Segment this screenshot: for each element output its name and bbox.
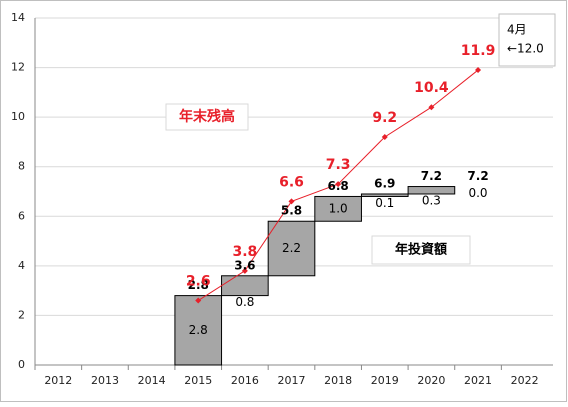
increment-label: 0.0 <box>468 186 487 200</box>
balance-marker <box>428 104 435 111</box>
x-tick-label: 2012 <box>44 374 72 387</box>
x-tick-label: 2019 <box>371 374 399 387</box>
balance-label: 7.3 <box>326 157 351 173</box>
x-tick-label: 2021 <box>464 374 492 387</box>
bars <box>174 186 456 366</box>
x-tick-label: 2014 <box>138 374 166 387</box>
total-label: 6.9 <box>374 176 395 190</box>
x-tick-label: 2022 <box>511 374 539 387</box>
total-label: 7.2 <box>467 169 488 183</box>
balance-label: 3.8 <box>232 244 257 260</box>
increment-label: 0.1 <box>375 196 394 210</box>
increment-label: 0.3 <box>422 193 441 207</box>
total-label: 2.8 <box>188 278 209 292</box>
y-tick-label: 2 <box>18 308 25 321</box>
y-tick-label: 6 <box>18 209 25 222</box>
labels: 2.8 2.8 3.6 0.8 5.8 2.2 6.8 1.0 6.9 0.1 7.2 0.3 7.2 0… <box>186 43 495 337</box>
total-label: 3.6 <box>234 258 255 272</box>
increment-label: 0.8 <box>235 295 254 309</box>
increment-label: 2.2 <box>282 241 301 255</box>
balance-marker <box>381 133 388 140</box>
balance-label: 10.4 <box>414 80 449 96</box>
grid: 0 2 4 6 8 10 12 14 2012 2013 2014 2015 2016 2017 2018 2… <box>11 11 553 387</box>
note-text: 4月 <box>507 23 527 37</box>
total-label: 5.8 <box>281 204 302 218</box>
bar <box>360 193 409 197</box>
lines <box>195 67 482 304</box>
bar <box>174 295 223 366</box>
balance-label: 6.6 <box>279 174 304 190</box>
total-label: 6.8 <box>328 179 349 193</box>
y-tick-label: 10 <box>11 110 25 123</box>
y-tick-label: 12 <box>11 61 25 74</box>
increment-annotation: 年投資額 <box>395 242 447 258</box>
annotation-box <box>165 103 249 131</box>
balance-label: 2.6 <box>186 274 211 290</box>
x-tick-label: 2017 <box>278 374 306 387</box>
x-tick-label: 2015 <box>184 374 212 387</box>
balance-label: 11.9 <box>461 43 496 59</box>
x-tick-label: 2013 <box>91 374 119 387</box>
y-tick-label: 14 <box>11 11 25 24</box>
x-tick-label: 2020 <box>417 374 445 387</box>
balance-label: 9.2 <box>372 110 397 126</box>
annotation-box <box>371 235 471 265</box>
y-tick-label: 4 <box>18 259 25 272</box>
note-text: ←12.0 <box>507 42 544 56</box>
balance-marker <box>475 67 482 74</box>
bar <box>221 275 269 297</box>
balance-annotation: 年末残高 <box>179 108 235 125</box>
bar <box>267 220 316 277</box>
balance-marker <box>288 198 295 205</box>
bar <box>314 195 362 222</box>
y-tick-label: 8 <box>18 160 25 173</box>
balance-marker <box>195 297 202 304</box>
x-tick-label: 2016 <box>231 374 259 387</box>
bar <box>407 186 456 195</box>
y-tick-label: 0 <box>18 358 25 371</box>
increment-label: 2.8 <box>189 323 208 337</box>
increment-label: 1.0 <box>329 201 348 215</box>
total-label: 7.2 <box>421 169 442 183</box>
note-box <box>498 13 556 67</box>
balance-marker <box>335 181 342 188</box>
balance-marker <box>241 267 248 274</box>
x-tick-label: 2018 <box>324 374 352 387</box>
